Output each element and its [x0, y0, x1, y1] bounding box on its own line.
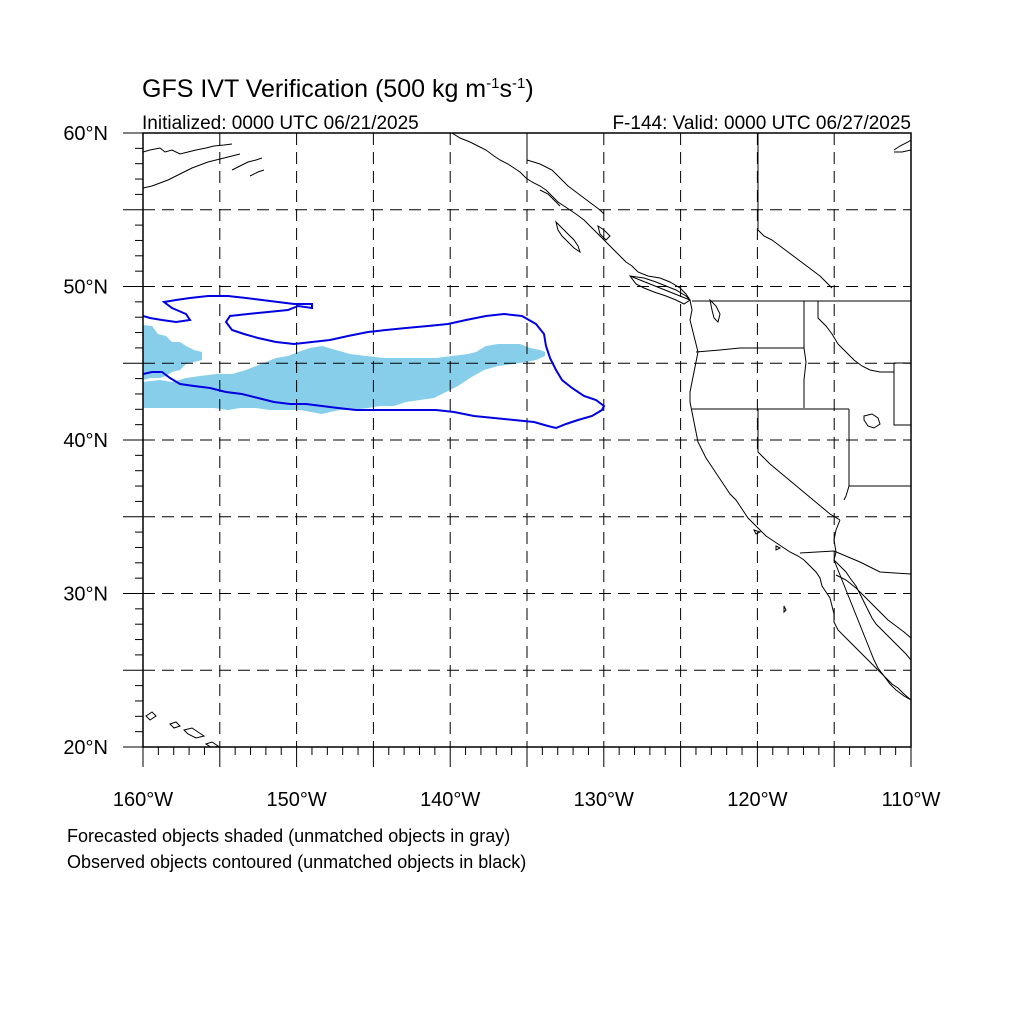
- coastlines: [143, 133, 911, 747]
- lat-label: 50°N: [63, 277, 108, 299]
- lat-label: 20°N: [63, 737, 108, 759]
- lon-label: 130°W: [574, 789, 634, 811]
- political-boundaries: [526, 133, 911, 575]
- footnote-forecast: Forecasted objects shaded (unmatched obj…: [67, 826, 511, 846]
- lat-lon-grid: [143, 133, 911, 747]
- map-title: GFS IVT Verification (500 kg m-1s-1): [142, 75, 534, 103]
- observed-object-contour: [143, 295, 606, 430]
- longitude-labels: 160°W 150°W 140°W 130°W 120°W 110°W: [113, 789, 941, 811]
- lon-label: 150°W: [266, 789, 326, 811]
- initialized-time: Initialized: 0000 UTC 06/21/2025: [142, 113, 419, 134]
- valid-time: F-144: Valid: 0000 UTC 06/27/2025: [612, 113, 911, 134]
- lat-label: 40°N: [63, 430, 108, 452]
- axis-ticks: [123, 132, 912, 767]
- plot-area: [143, 133, 911, 747]
- lon-label: 140°W: [420, 789, 480, 811]
- footnote-observed: Observed objects contoured (unmatched ob…: [67, 852, 527, 872]
- lat-label: 30°N: [63, 584, 108, 606]
- latitude-labels: 60°N 50°N 40°N 30°N 20°N: [63, 123, 108, 759]
- lon-label: 160°W: [113, 789, 173, 811]
- forecast-object-shaded: [143, 325, 545, 414]
- lon-label: 120°W: [727, 789, 787, 811]
- lat-label: 60°N: [63, 123, 108, 145]
- lon-label: 110°W: [882, 789, 941, 811]
